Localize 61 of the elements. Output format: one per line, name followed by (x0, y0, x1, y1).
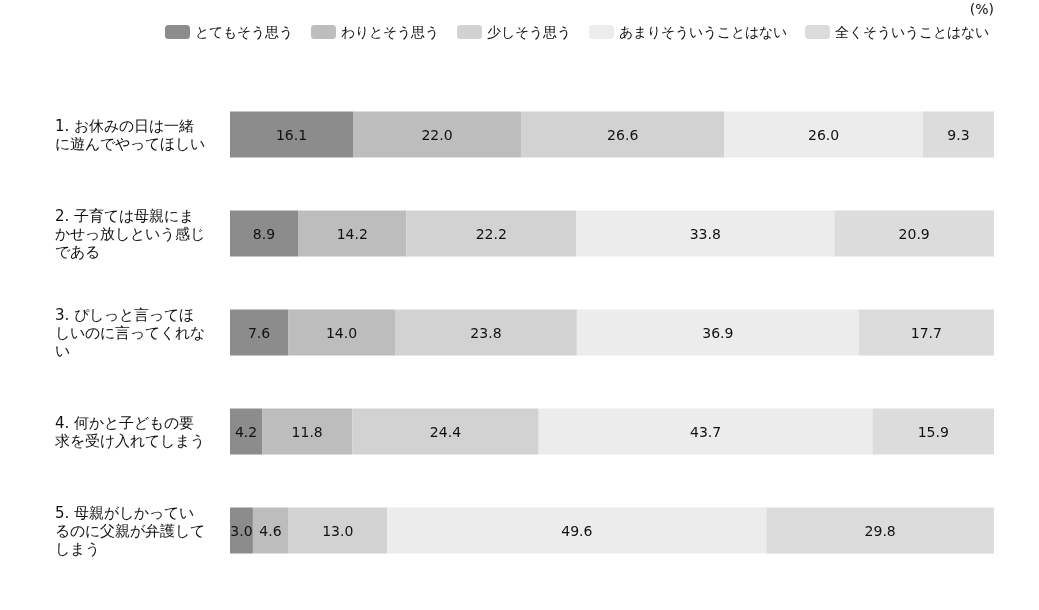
legend-label: 少しそう思う (487, 24, 571, 40)
data-label: 43.7 (690, 423, 722, 440)
data-label: 22.2 (475, 225, 507, 242)
data-label: 3.0 (230, 522, 253, 539)
bar (395, 309, 577, 356)
bar (406, 210, 577, 257)
data-label: 15.9 (917, 423, 949, 440)
bar (576, 309, 859, 356)
bar (252, 507, 289, 554)
data-label: 17.7 (910, 324, 942, 341)
data-label: 36.9 (702, 324, 734, 341)
y-tick-label: 3. ぴしっと言ってほしいのに言ってくれない (55, 305, 205, 360)
data-label: 16.1 (275, 126, 308, 143)
data-label: 49.6 (561, 522, 593, 539)
data-label: 7.6 (247, 324, 271, 341)
bar (230, 309, 289, 356)
data-label: 23.8 (470, 324, 502, 341)
y-tick-label: 4. 何かと子どもの要求を受け入れてしまう (55, 413, 205, 450)
bar (230, 210, 298, 257)
bar (298, 210, 407, 257)
bar (724, 111, 923, 158)
y-tick-label: 1. お休みの日は一緒に遊んでやってほしい (55, 116, 205, 153)
bar (288, 309, 396, 356)
data-label: 26.0 (808, 126, 840, 143)
data-label: 4.2 (234, 423, 258, 440)
data-label: 20.9 (898, 225, 930, 242)
bar (872, 408, 994, 455)
data-label: 14.0 (325, 324, 358, 341)
y-tick-label: 5. 母親がしかっているのに父親が弁護してしまう (55, 503, 205, 558)
bar (521, 111, 725, 158)
data-label: 13.0 (322, 522, 354, 539)
bar (230, 111, 353, 158)
data-label: 22.0 (421, 126, 453, 143)
data-label: 14.2 (336, 225, 368, 242)
data-label: 8.9 (252, 225, 276, 242)
text: (%) (969, 1, 995, 17)
bar (230, 507, 253, 554)
bar (387, 507, 767, 554)
data-label: 9.3 (947, 126, 970, 143)
data-label: 29.8 (864, 522, 896, 539)
bar (262, 408, 353, 455)
data-label: 24.4 (429, 423, 462, 440)
data-label: 4.6 (259, 522, 282, 539)
legend-label: あまりそういうことはない (619, 24, 787, 40)
data-label: 33.8 (689, 225, 721, 242)
bar (353, 111, 522, 158)
bar (288, 507, 388, 554)
bar (766, 507, 994, 554)
legend-label: 全くそういうことはない (835, 24, 989, 40)
y-tick-label: 2. 子育ては母親にまかせっ放しという感じである (55, 206, 205, 261)
bar (922, 111, 994, 158)
bar (230, 408, 263, 455)
data-label: 11.8 (291, 423, 323, 440)
bar (352, 408, 539, 455)
bar (538, 408, 873, 455)
bar (576, 210, 835, 257)
data-label: 26.6 (607, 126, 639, 143)
bar (858, 309, 994, 356)
legend-label: とてもそう思う (195, 24, 293, 40)
bar (834, 210, 994, 257)
legend-label: わりとそう思う (341, 24, 439, 40)
